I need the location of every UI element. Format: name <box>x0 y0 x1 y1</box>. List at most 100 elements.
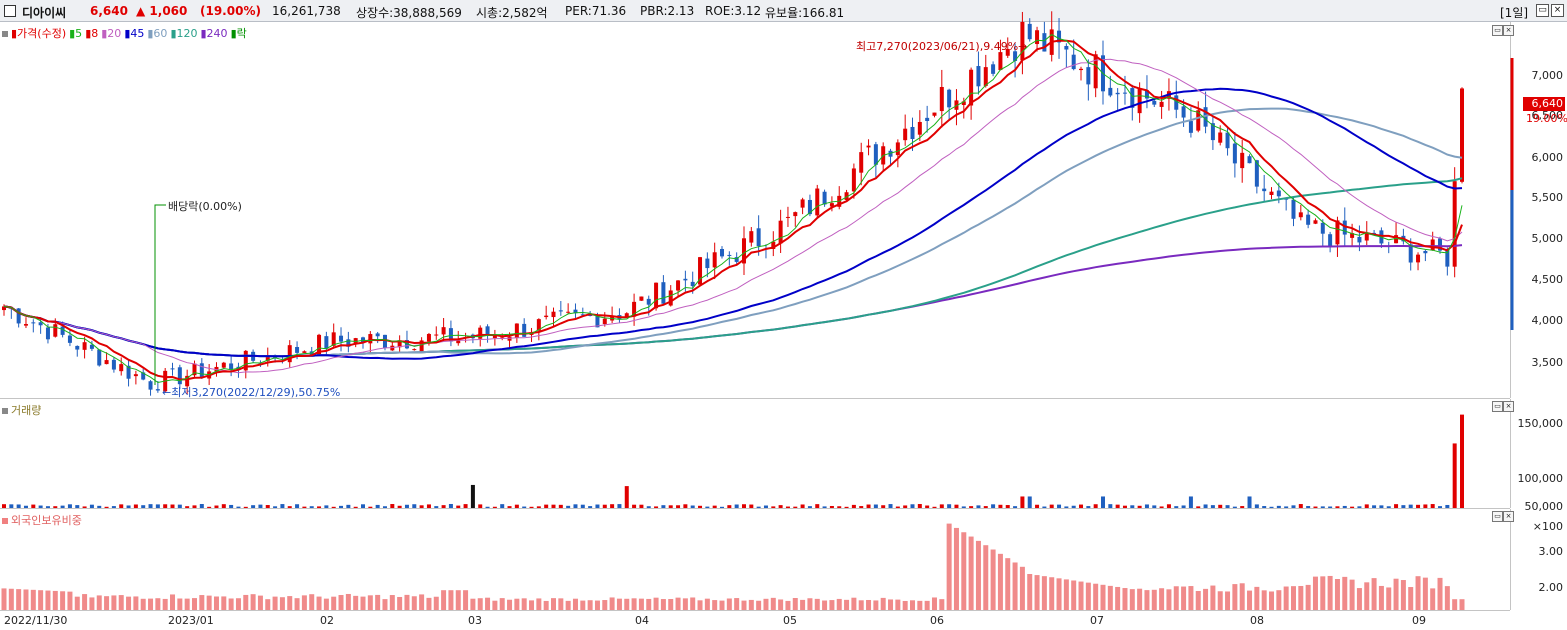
foreign-ratio-bar <box>1305 584 1311 610</box>
volume-bar <box>331 506 336 508</box>
dividend-marker <box>154 204 166 385</box>
volume-bar <box>104 506 109 508</box>
x-tick-label: 04 <box>635 614 649 627</box>
dividend-annotation: 배당락(0.00%) <box>168 200 242 213</box>
foreign-ratio-bar <box>1444 586 1450 610</box>
volume-bar <box>866 504 871 508</box>
foreign-ratio-bar <box>792 598 798 610</box>
volume-bar <box>1196 506 1201 508</box>
volume-bar <box>251 505 256 508</box>
foreign-ratio-bar <box>104 596 110 610</box>
volume-bar <box>155 504 160 508</box>
foreign-ratio-bar <box>331 596 337 610</box>
volume-bar <box>917 504 922 508</box>
candle-body <box>961 101 966 105</box>
volume-bar <box>1313 506 1318 508</box>
foreign-ratio-bar <box>543 600 549 610</box>
panel-close-icon[interactable]: × <box>1503 401 1514 412</box>
candle-body <box>815 188 820 216</box>
volume-bar <box>1452 443 1457 508</box>
foreign-ratio-bar <box>1312 576 1318 610</box>
volume-bar <box>1152 505 1157 508</box>
legend-item: ▮60 <box>147 27 168 40</box>
select-checkbox[interactable] <box>4 5 16 17</box>
foreign-ratio-bar <box>455 590 461 610</box>
foreign-ratio-bar <box>968 536 974 610</box>
panel-maximize-icon[interactable]: ▭ <box>1492 401 1503 412</box>
foreign-ratio-bar <box>177 598 183 610</box>
foreign-ratio-bar <box>1122 588 1128 610</box>
candle-body <box>1298 212 1303 218</box>
foreign-ratio-bar <box>924 600 930 610</box>
volume-bar <box>141 505 146 508</box>
volume-bar <box>639 504 644 508</box>
candle-body <box>778 220 783 244</box>
foreign-ratio-bar <box>953 527 959 610</box>
candle-body <box>1057 30 1062 43</box>
volume-bar <box>895 506 900 508</box>
candle-body <box>339 335 344 342</box>
candle-body <box>89 344 94 349</box>
candle-body <box>38 322 43 326</box>
candle-body <box>683 278 688 281</box>
foreign-ratio-bar <box>602 600 608 610</box>
volume-bar <box>177 504 182 508</box>
candle-body <box>1291 199 1296 219</box>
foreign-ratio-bar <box>1327 575 1333 610</box>
candle-body <box>712 252 717 268</box>
candle-body <box>1013 51 1018 61</box>
volume-bar <box>1423 504 1428 508</box>
current-price: 6,640 <box>90 4 128 18</box>
price-panel[interactable] <box>0 22 1510 399</box>
candle-body <box>1438 238 1443 251</box>
volume-bar <box>1130 505 1135 508</box>
candle-body <box>31 322 36 324</box>
volume-bar <box>1210 505 1215 508</box>
panel-close-icon[interactable]: × <box>1503 511 1514 522</box>
volume-bar <box>2 504 6 508</box>
price-tick-label: 4,000 <box>1531 314 1564 327</box>
price-tick-label: 5,500 <box>1531 191 1564 204</box>
candle-body <box>734 257 739 262</box>
candle-body <box>573 309 578 314</box>
foreign-ratio-bar <box>800 599 806 610</box>
candle-body <box>741 238 746 264</box>
volume-bar <box>243 506 248 508</box>
close-icon[interactable]: × <box>1551 4 1564 17</box>
volume-bar <box>961 506 966 508</box>
volume-bar <box>602 504 607 508</box>
volume-bar <box>53 506 58 508</box>
restore-icon[interactable]: ▭ <box>1536 4 1549 17</box>
candle-body <box>1115 92 1120 95</box>
panel-maximize-icon[interactable]: ▭ <box>1492 511 1503 522</box>
foreign-ratio-bar <box>1041 576 1047 610</box>
volume-bar <box>1093 504 1098 508</box>
foreign-ratio-panel[interactable] <box>0 509 1510 611</box>
volume-bar <box>1445 504 1450 508</box>
candle-body <box>1240 152 1245 169</box>
stock-name[interactable]: 디아이씨 <box>22 6 67 20</box>
volume-bar <box>1379 505 1384 508</box>
stock-info-bar: 디아이씨 6,640 ▲ 1,060 (19.00%) 16,261,738 상… <box>0 0 1567 22</box>
candle-body <box>1174 95 1179 110</box>
foreign-ratio-bar <box>902 600 908 610</box>
period-selector[interactable]: [1일] <box>1500 6 1529 20</box>
panel-close-icon[interactable]: × <box>1503 25 1514 36</box>
foreign-ratio-bar <box>426 597 432 610</box>
volume-bar <box>1042 506 1047 508</box>
volume-panel[interactable] <box>0 399 1510 509</box>
low-annotation: ←최저3,270(2022/12/29),50.75% <box>162 386 341 399</box>
candle-body <box>346 339 351 347</box>
candle-body <box>265 355 270 361</box>
panel-maximize-icon[interactable]: ▭ <box>1492 25 1503 36</box>
candle-body <box>1452 181 1457 267</box>
market-cap: 시총:2,582억 <box>476 6 548 20</box>
foreign-ratio-bar <box>1269 591 1275 610</box>
legend-item: ▮락 <box>230 27 247 40</box>
x-tick-label: 06 <box>930 614 944 627</box>
volume-bar <box>1284 506 1289 508</box>
candle-body <box>544 315 549 318</box>
candle-body <box>500 337 505 339</box>
volume-bar <box>837 506 842 508</box>
